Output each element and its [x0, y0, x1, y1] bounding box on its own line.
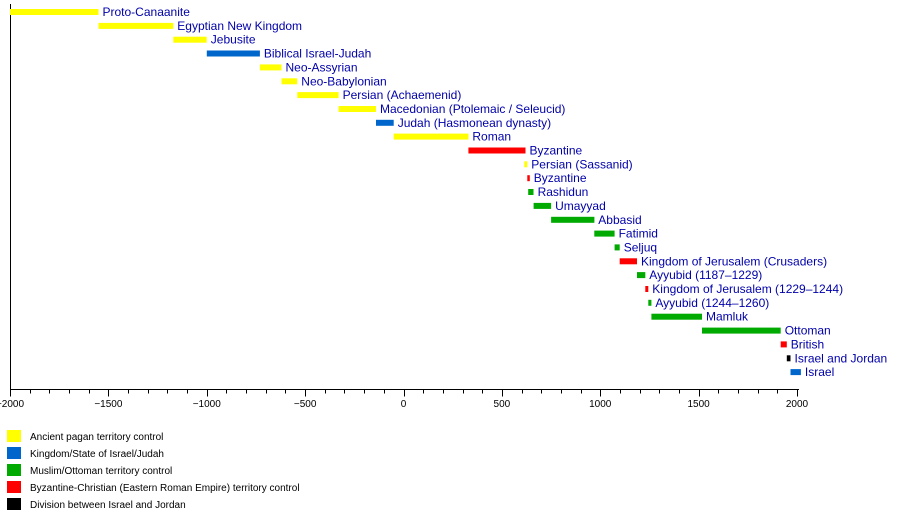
timeline-bar — [614, 244, 620, 251]
tick-label: 500 — [494, 399, 511, 410]
bar-label: Ottoman — [785, 324, 831, 338]
timeline-bar — [173, 36, 207, 43]
bar-label: Roman — [472, 130, 511, 144]
timeline-bar — [468, 147, 526, 154]
bar-label: Persian (Achaemenid) — [343, 88, 462, 102]
timeline-bar — [281, 78, 298, 85]
timeline-bar — [637, 272, 646, 279]
timeline-bar — [594, 230, 615, 237]
tick-label: 1500 — [688, 399, 711, 410]
bar-label: Kingdom of Jerusalem (Crusaders) — [641, 254, 827, 268]
tick-label: −2000 — [0, 399, 24, 410]
timeline-bar — [376, 119, 394, 126]
bar-label: Persian (Sassanid) — [531, 157, 632, 171]
x-axis-ticks: −2000 −1500 −1000 −500 0 500 1000 1500 2000 — [0, 389, 809, 410]
tick-label: 0 — [401, 399, 407, 410]
tick-label: 1000 — [589, 399, 612, 410]
bar-label: Ayyubid (1244–1260) — [655, 296, 769, 310]
bar-label: Israel and Jordan — [795, 351, 888, 365]
timeline-bar — [527, 175, 530, 182]
legend-swatch — [7, 430, 21, 442]
timeline-bar — [533, 202, 552, 209]
bar-label: Jebusite — [211, 33, 256, 47]
timeline-bar — [790, 369, 801, 376]
legend-swatch — [7, 481, 21, 493]
timeline-bar — [780, 341, 787, 348]
tick-label: −1500 — [94, 399, 123, 410]
bar-label: Kingdom of Jerusalem (1229–1244) — [652, 282, 843, 296]
timeline-bar — [528, 189, 534, 195]
bar-label: Neo-Babylonian — [301, 74, 386, 88]
timeline-bar — [393, 133, 469, 140]
timeline-bar — [259, 64, 282, 71]
timeline-bar — [551, 216, 595, 223]
bar-label: Israel — [805, 365, 834, 379]
bar-label: Fatimid — [619, 227, 658, 241]
bar-label: Proto-Canaanite — [103, 5, 191, 19]
timeline-bar — [297, 92, 339, 99]
timeline-bar — [524, 161, 528, 168]
bar-label: Abbasid — [598, 213, 641, 227]
timeline-bar — [98, 22, 174, 29]
timeline-bar — [206, 50, 260, 57]
tick-label: 2000 — [786, 399, 809, 410]
bar-label: Ayyubid (1187–1229) — [649, 268, 762, 282]
timeline-bar — [619, 258, 637, 265]
timeline-bar — [338, 106, 376, 112]
bar-label: Macedonian (Ptolemaic / Seleucid) — [380, 102, 565, 116]
legend-label: Kingdom/State of Israel/Judah — [30, 449, 164, 460]
bar-label: Egyptian New Kingdom — [177, 19, 302, 33]
bar-label: Mamluk — [706, 310, 749, 324]
legend: Ancient pagan territory control Kingdom/S… — [7, 430, 300, 511]
legend-label: Division between Israel and Jordan — [30, 500, 186, 511]
legend-label: Muslim/Ottoman territory control — [30, 466, 172, 477]
timeline-bar — [10, 9, 99, 15]
bar-label: Judah (Hasmonean dynasty) — [398, 116, 551, 130]
bar-label: British — [791, 337, 824, 351]
legend-swatch — [7, 498, 21, 510]
timeline-bar — [786, 355, 791, 362]
legend-label: Ancient pagan territory control — [30, 432, 163, 443]
bar-label: Seljuq — [624, 240, 657, 254]
bar-label: Neo-Assyrian — [286, 60, 358, 74]
bar-label: Byzantine — [530, 144, 583, 158]
timeline-bar — [648, 299, 652, 306]
tick-label: −500 — [294, 399, 317, 410]
bar-label: Byzantine — [534, 171, 587, 185]
tick-label: −1000 — [193, 399, 222, 410]
timeline-bar — [645, 286, 649, 292]
timeline-bar — [651, 313, 702, 320]
legend-swatch — [7, 464, 21, 476]
legend-label: Byzantine-Christian (Eastern Roman Empir… — [30, 483, 300, 494]
bar-label: Biblical Israel-Judah — [264, 47, 371, 61]
bar-label: Rashidun — [538, 185, 589, 199]
timeline-bar — [702, 327, 781, 334]
legend-swatch — [7, 447, 21, 459]
bar-label: Umayyad — [555, 199, 606, 213]
